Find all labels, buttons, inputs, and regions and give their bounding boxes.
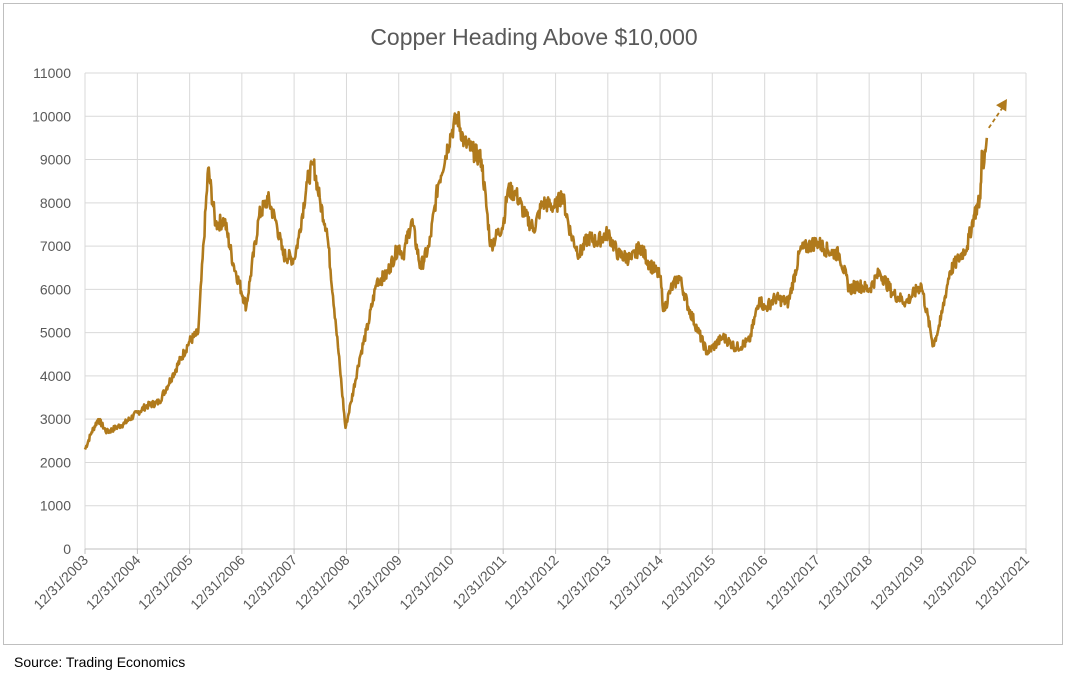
x-tick-label: 12/31/2008 [292, 552, 353, 613]
x-tick-label: 12/31/2021 [971, 552, 1032, 613]
annotation-layer [988, 98, 1007, 129]
series-layer [83, 110, 989, 450]
x-tick-label: 12/31/2020 [919, 552, 980, 613]
arrow-dashed-line [988, 106, 1004, 129]
y-tick-label: 11000 [33, 65, 71, 81]
x-tick-label: 12/31/2018 [814, 552, 875, 613]
x-tick-label: 12/31/2010 [396, 552, 457, 613]
y-tick-label: 6000 [40, 281, 71, 297]
x-tick-label: 12/31/2011 [449, 552, 509, 612]
x-tick-label: 12/31/2016 [710, 552, 771, 613]
chart-frame: Copper Heading Above $10,000 0 1000 2000 30… [3, 3, 1063, 645]
x-tick-label: 12/31/2009 [344, 552, 405, 613]
gridlines [84, 72, 1027, 549]
y-tick-label: 9000 [40, 152, 71, 168]
y-tick-label: 8000 [40, 195, 71, 211]
x-tick-label: 12/31/2019 [867, 552, 928, 613]
y-tick-label: 10000 [32, 108, 71, 124]
y-tick-label: 7000 [40, 238, 71, 254]
x-tick-labels: 12/31/200312/31/200412/31/200512/31/2006… [30, 552, 1032, 613]
y-tick-labels: 0 1000 2000 3000 4000 5000 6000 7000 8000 9000 100… [32, 65, 71, 557]
x-tick-label: 12/31/2012 [501, 552, 562, 613]
x-tick-label: 12/31/2006 [187, 552, 248, 613]
x-tick-label: 12/31/2015 [658, 552, 719, 613]
y-tick-label: 1000 [40, 498, 71, 514]
x-tick-label: 12/31/2013 [553, 552, 614, 613]
axes [84, 548, 1027, 554]
y-tick-label: 3000 [40, 411, 71, 427]
source-note: Source: Trading Economics [14, 654, 186, 670]
y-tick-label: 4000 [40, 368, 71, 384]
chart-title: Copper Heading Above $10,000 [370, 24, 698, 50]
chart-plot: 0 1000 2000 3000 4000 5000 6000 7000 8000 9000 100… [30, 65, 1032, 613]
y-tick-label: 0 [63, 541, 71, 557]
arrow-head-icon [996, 98, 1007, 112]
x-tick-label: 12/31/2005 [135, 552, 196, 613]
x-tick-label: 12/31/2017 [762, 552, 823, 613]
x-tick-label: 12/31/2007 [239, 552, 300, 613]
x-tick-label: 12/31/2004 [83, 552, 144, 613]
y-tick-label: 5000 [40, 325, 71, 341]
y-tick-label: 2000 [40, 454, 71, 470]
x-tick-label: 12/31/2014 [605, 552, 666, 613]
series-line-copper [83, 110, 989, 450]
x-tick-label: 12/31/2003 [30, 552, 91, 613]
